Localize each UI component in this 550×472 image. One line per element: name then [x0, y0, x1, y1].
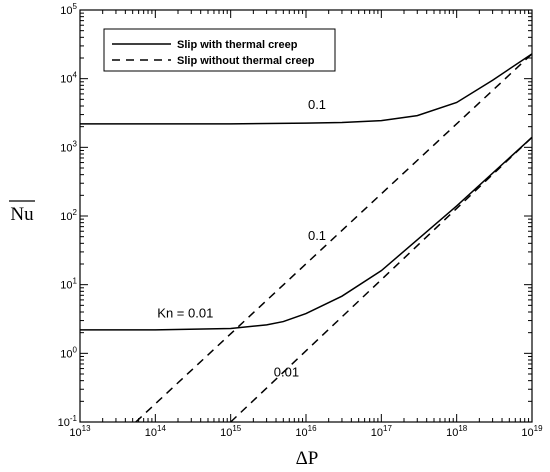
y-axis-label-group: Nu	[9, 200, 35, 225]
curve-annotation: 0.1	[308, 97, 326, 112]
x-tick-label: 1016	[295, 424, 317, 439]
annotation-layer: 0.1 0.1 Kn = 0.01 0.01	[157, 97, 326, 379]
x-tick-label: 1018	[446, 424, 468, 439]
x-tick-label: 1017	[371, 424, 393, 439]
y-tick-label: 101	[60, 277, 77, 292]
x-tick-label: 1019	[521, 424, 543, 439]
tick-layer: 1013 1014 1015 1016 1017 1018 1019 10-1 100 101 10…	[58, 2, 543, 439]
series-line-solid-2	[80, 136, 533, 331]
plot-frame	[79, 9, 533, 423]
legend-label-without-creep: Slip without thermal creep	[177, 55, 315, 67]
y-axis-label: Nu	[10, 204, 34, 225]
series-line-solid-0	[80, 53, 533, 125]
y-tick-label: 103	[60, 139, 77, 154]
y-tick-label: 105	[60, 2, 77, 17]
series-layer	[80, 53, 533, 423]
legend-label-with-creep: Slip with thermal creep	[177, 39, 298, 51]
curve-annotation: 0.01	[274, 364, 299, 379]
x-tick-label: 1015	[220, 424, 242, 439]
y-tick-label: 102	[60, 208, 77, 223]
y-tick-label: 100	[60, 345, 77, 360]
curve-annotation: Kn = 0.01	[157, 306, 213, 321]
curve-annotation: 0.1	[308, 228, 326, 243]
legend: Slip with thermal creep Slip without the…	[103, 28, 336, 72]
series-line-dashed-1	[135, 53, 533, 423]
legend-box	[103, 28, 336, 72]
x-tick-label: 1013	[69, 424, 91, 439]
x-tick-label: 1014	[145, 424, 167, 439]
y-tick-label: 104	[60, 71, 77, 86]
y-tick-label: 10-1	[58, 414, 78, 429]
x-axis-label: ΔP	[296, 448, 319, 469]
